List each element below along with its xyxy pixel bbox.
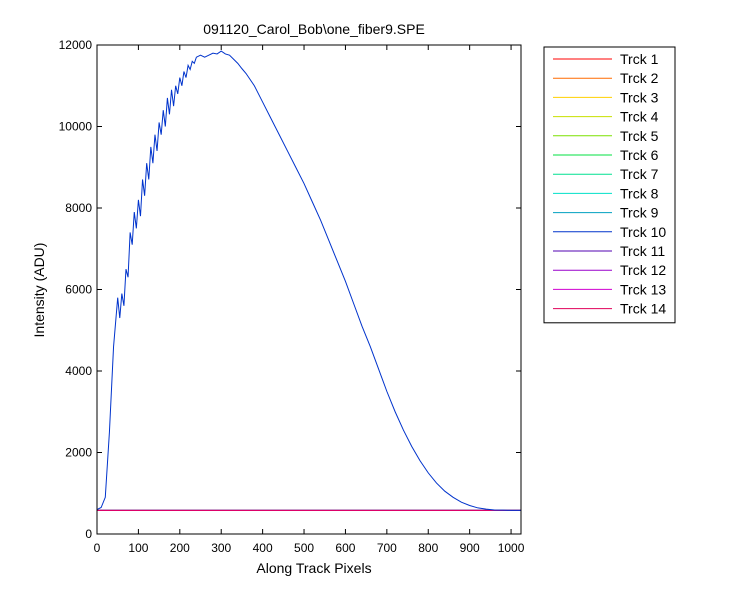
y-tick-label: 12000 [59,38,93,52]
legend-label: Trck 9 [620,205,659,221]
x-tick-label: 1000 [498,541,525,555]
legend-label: Trck 5 [620,128,659,144]
y-tick-label: 2000 [65,446,92,460]
legend-box [543,46,676,324]
legend-label: Trck 11 [620,243,665,259]
x-tick-label: 600 [335,541,355,555]
x-tick-label: 800 [418,541,438,555]
legend-label: Trck 10 [620,224,666,240]
plot-frame [96,44,522,535]
x-tick-label: 700 [377,541,397,555]
x-tick-label: 200 [170,541,190,555]
legend-label: Trck 4 [620,109,659,125]
legend-label: Trck 12 [620,262,666,278]
x-tick-label: 0 [94,541,101,555]
chart-title: 091120_Carol_Bob\one_fiber9.SPE [203,21,425,37]
y-tick-label: 10000 [59,120,93,134]
legend-label: Trck 2 [620,70,659,86]
y-tick-label: 0 [85,527,92,541]
legend-label: Trck 1 [620,51,659,67]
x-tick-label: 900 [460,541,480,555]
plot-area [96,50,521,511]
x-axis-title: Along Track Pixels [256,560,371,576]
x-tick-label: 500 [294,541,314,555]
y-tick-label: 4000 [65,364,92,378]
legend-label: Trck 14 [620,301,666,317]
y-axis-title: Intensity (ADU) [31,243,47,338]
y-tick-label: 8000 [65,201,92,215]
legend-label: Trck 7 [620,166,659,182]
legend-label: Trck 13 [620,281,666,297]
x-tick-label: 100 [128,541,148,555]
legend-label: Trck 6 [620,147,659,163]
y-tick-label: 6000 [65,283,92,297]
x-tick-label: 400 [253,541,273,555]
legend-label: Trck 8 [620,185,659,201]
legend: Trck 1 Trck 2 Trck 3 Trck 4 Trck 5 Trck 6 Trck… [543,46,676,324]
x-tick-label: 300 [211,541,231,555]
series-line-10 [96,50,521,511]
legend-label: Trck 3 [620,89,659,105]
axes: 0 100 200 300 400 500 600 700 800 900 100002000400… [59,38,525,555]
